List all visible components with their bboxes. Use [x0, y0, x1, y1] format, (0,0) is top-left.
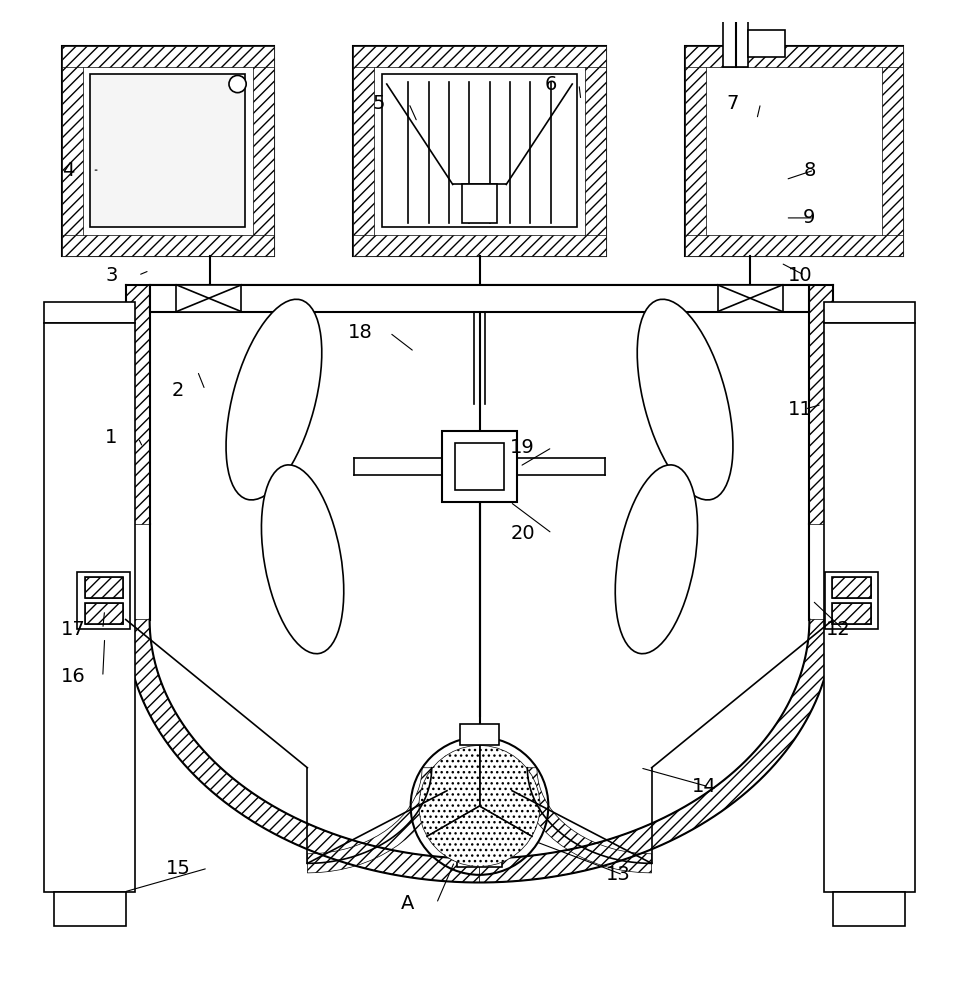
Bar — [460, 724, 499, 745]
Bar — [462, 184, 497, 223]
Bar — [833, 892, 905, 926]
Bar — [452, 791, 507, 846]
Bar — [353, 46, 606, 67]
Polygon shape — [419, 745, 480, 836]
Text: 1: 1 — [105, 428, 118, 447]
Bar — [353, 46, 606, 256]
Bar — [462, 754, 497, 791]
Text: 19: 19 — [510, 438, 535, 457]
Bar — [748, 30, 784, 57]
Text: A: A — [401, 894, 414, 913]
Bar — [150, 285, 809, 312]
Polygon shape — [480, 745, 540, 836]
Text: 17: 17 — [60, 620, 85, 639]
Bar — [825, 572, 878, 629]
Circle shape — [717, 0, 754, 20]
Polygon shape — [427, 806, 532, 867]
Text: 3: 3 — [105, 266, 118, 285]
Text: 2: 2 — [172, 381, 184, 400]
Bar — [382, 74, 577, 227]
Text: 5: 5 — [373, 94, 386, 113]
Text: 15: 15 — [166, 859, 191, 878]
Bar — [685, 46, 706, 256]
Text: 7: 7 — [727, 94, 739, 113]
Bar — [832, 603, 871, 624]
Bar — [442, 431, 517, 502]
Bar — [685, 46, 903, 256]
Text: 4: 4 — [62, 161, 75, 180]
Bar — [832, 577, 871, 598]
Text: 8: 8 — [804, 161, 815, 180]
Bar — [353, 235, 606, 256]
Bar — [253, 46, 274, 256]
Circle shape — [229, 75, 246, 93]
Bar — [717, 285, 783, 312]
Bar — [61, 46, 274, 67]
Bar — [685, 235, 903, 256]
Text: 11: 11 — [787, 400, 812, 419]
Text: 10: 10 — [787, 266, 812, 285]
Bar — [585, 46, 606, 256]
Bar — [832, 577, 871, 598]
Text: 16: 16 — [60, 667, 85, 686]
Bar — [44, 323, 135, 892]
Ellipse shape — [616, 465, 697, 654]
Bar — [44, 302, 135, 323]
Text: 14: 14 — [691, 777, 716, 796]
Bar — [455, 443, 504, 490]
Bar — [126, 285, 150, 524]
Polygon shape — [308, 768, 441, 873]
Bar — [61, 235, 274, 256]
Bar — [685, 46, 903, 67]
Bar — [824, 302, 915, 323]
Bar — [61, 46, 274, 256]
Text: 9: 9 — [804, 208, 815, 227]
Bar — [832, 603, 871, 624]
Ellipse shape — [226, 299, 322, 500]
Text: 6: 6 — [545, 75, 557, 94]
Bar — [824, 323, 915, 892]
Bar — [809, 285, 833, 524]
Bar — [84, 603, 123, 624]
Ellipse shape — [262, 465, 343, 654]
Text: 18: 18 — [347, 323, 372, 342]
Bar — [723, 17, 748, 67]
Bar — [84, 603, 123, 624]
Ellipse shape — [637, 299, 733, 500]
Text: 13: 13 — [606, 865, 630, 884]
Bar — [54, 892, 126, 926]
Polygon shape — [126, 620, 480, 882]
Bar — [353, 46, 374, 256]
Text: 12: 12 — [826, 620, 851, 639]
Polygon shape — [480, 620, 833, 882]
Bar — [456, 846, 503, 867]
Bar — [77, 572, 130, 629]
Text: 20: 20 — [510, 524, 535, 543]
Polygon shape — [518, 768, 651, 873]
Bar — [176, 285, 242, 312]
Bar — [84, 577, 123, 598]
Bar — [882, 46, 903, 256]
Bar — [84, 577, 123, 598]
Bar — [61, 46, 82, 256]
Bar — [90, 74, 246, 227]
